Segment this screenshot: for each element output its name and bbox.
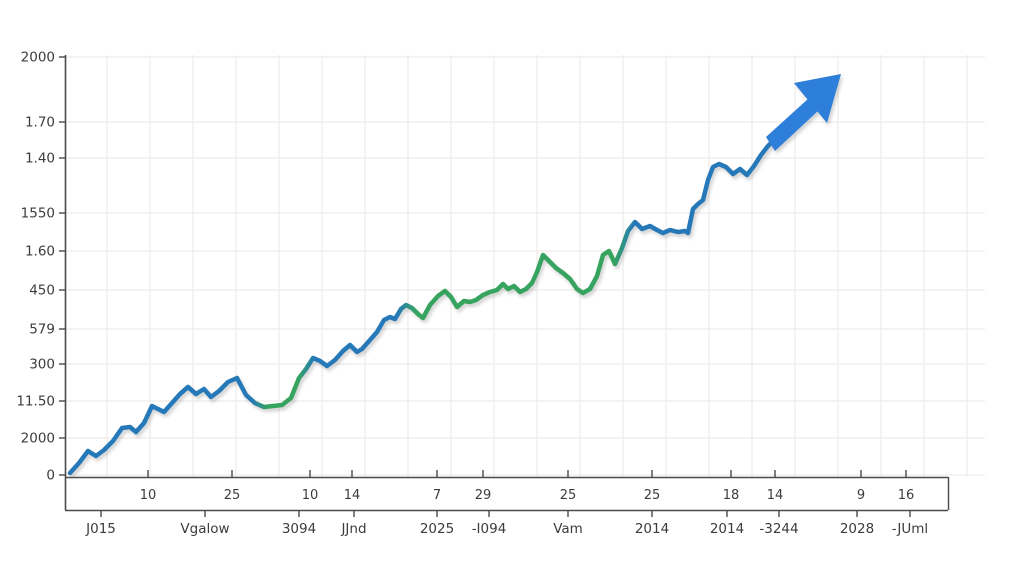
arrow-shaft	[766, 98, 819, 151]
x-month-label: 3094	[282, 521, 316, 537]
y-tick-label: 11.50	[16, 394, 55, 410]
y-axis-labels: 2000 1.70 1.40 1550 1.60 450 579 300 11.50 2000 0	[16, 50, 66, 484]
x-tick-number: 14	[344, 488, 361, 503]
arrow-head	[794, 74, 841, 123]
y-tick-label: 0	[46, 468, 55, 484]
y-tick-label: 450	[29, 283, 55, 299]
y-tick-label: 1.40	[25, 151, 55, 167]
x-month-label: 2014	[635, 521, 669, 537]
x-tick-number: 25	[560, 488, 577, 503]
grid-lines	[65, 55, 985, 477]
x-tick-number: 10	[140, 488, 157, 503]
x-month-label: J015	[85, 521, 116, 537]
x-month-label: -3244	[759, 521, 798, 537]
y-tick-label: 300	[29, 357, 55, 373]
x-tick-number: 9	[857, 488, 865, 503]
y-tick-label: 1.70	[25, 115, 55, 131]
x-month-label: Vgalow	[180, 521, 229, 537]
x-month-label: 2025	[420, 521, 454, 537]
y-tick-label: 579	[29, 322, 55, 338]
x-tick-number: 25	[224, 488, 241, 503]
x-axis-numbers-row: 10 25 10 14 7 29 25 25 18 14 9 16	[140, 470, 915, 503]
x-tick-number: 16	[898, 488, 915, 503]
y-tick-label: 1.60	[25, 244, 55, 260]
x-tick-number: 14	[767, 488, 784, 503]
y-tick-label: 2000	[21, 50, 55, 66]
x-month-label: 2028	[840, 521, 874, 537]
x-month-label: -I094	[472, 521, 507, 537]
axes	[64, 55, 950, 512]
x-month-label: 2014	[710, 521, 744, 537]
x-tick-number: 25	[644, 488, 661, 503]
y-tick-label: 2000	[21, 431, 55, 447]
x-month-label: Vam	[553, 521, 583, 537]
x-tick-number: 29	[475, 488, 492, 503]
x-tick-number: 18	[723, 488, 740, 503]
price-line	[67, 137, 777, 476]
trend-arrow-icon	[766, 74, 841, 151]
price-line-path	[67, 137, 777, 476]
x-month-label: -JUml	[892, 521, 928, 537]
x-axis-months-row: J015 Vgalow 3094 JJnd 2025 -I094 Vam 2014 2014 -3…	[85, 510, 928, 537]
x-month-label: JJnd	[340, 521, 366, 537]
y-tick-label: 1550	[21, 206, 55, 222]
x-tick-number: 10	[302, 488, 319, 503]
x-tick-number: 7	[433, 488, 441, 503]
